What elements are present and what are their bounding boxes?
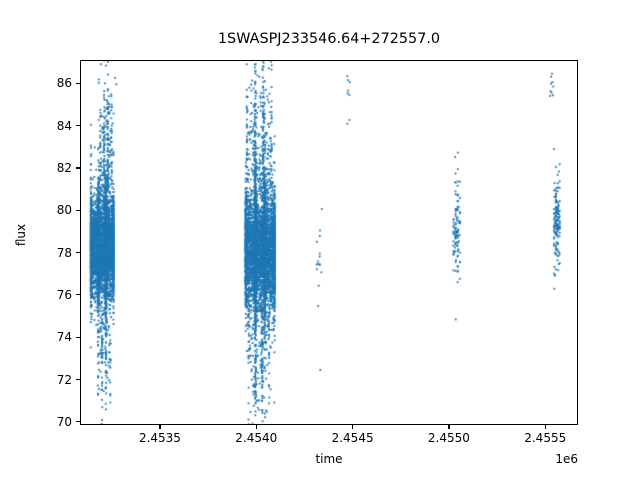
x-tick-mark [159, 425, 161, 429]
x-tick-label: 2.4545 [331, 431, 374, 445]
y-tick-mark [76, 167, 80, 169]
plot-axes-frame [80, 60, 578, 425]
x-tick-label: 2.4550 [427, 431, 470, 445]
y-tick-mark [76, 209, 80, 211]
x-tick-mark [448, 425, 450, 429]
x-axis-offset-label: 1e6 [555, 452, 578, 466]
y-tick-label: 82 [56, 160, 72, 175]
x-axis-label: time [315, 452, 343, 466]
x-tick-mark [352, 425, 354, 429]
x-tick-label: 2.4535 [138, 431, 181, 445]
x-tick-label: 2.4540 [235, 431, 278, 445]
y-axis-label: flux [14, 223, 28, 247]
y-tick-label: 74 [56, 330, 72, 345]
y-tick-mark [76, 379, 80, 381]
x-tick-mark [255, 425, 257, 429]
x-tick-mark [544, 425, 546, 429]
scatter-plot-canvas [81, 61, 577, 424]
y-tick-mark [76, 294, 80, 296]
y-tick-mark [76, 252, 80, 254]
y-tick-mark [76, 125, 80, 127]
page-title: 1SWASPJ233546.64+272557.0 [217, 31, 441, 47]
y-tick-label: 80 [56, 203, 72, 218]
y-tick-label: 76 [56, 287, 72, 302]
x-tick-label: 2.4555 [524, 431, 567, 445]
y-tick-mark [76, 421, 80, 423]
y-tick-mark [76, 336, 80, 338]
y-tick-label: 86 [56, 76, 72, 91]
y-tick-label: 84 [56, 118, 72, 133]
y-tick-label: 70 [56, 414, 72, 429]
y-tick-label: 78 [56, 245, 72, 260]
y-tick-mark [76, 82, 80, 84]
y-tick-label: 72 [56, 372, 72, 387]
